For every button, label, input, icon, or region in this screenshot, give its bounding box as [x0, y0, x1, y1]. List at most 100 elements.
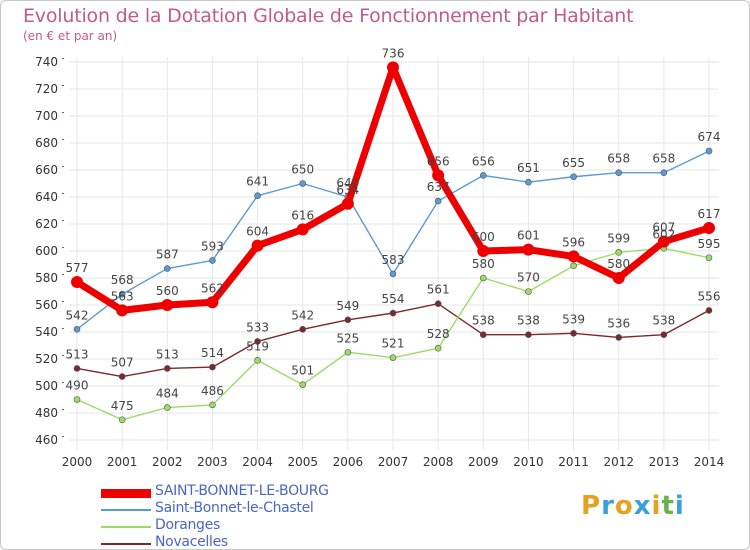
data-label: 525 — [336, 331, 359, 345]
grid-lines — [69, 57, 719, 450]
proxiti-logo: Proxiti — [581, 491, 685, 521]
data-point — [657, 235, 670, 248]
y-tick-label: 680 — [35, 136, 58, 150]
data-label: 607 — [652, 221, 675, 235]
data-point — [387, 61, 399, 74]
data-point — [296, 223, 309, 236]
x-tick-label: 2001 — [107, 455, 138, 469]
data-label: 490 — [66, 379, 89, 393]
data-label: 554 — [382, 292, 405, 306]
data-point — [615, 249, 623, 256]
data-label: 593 — [201, 239, 224, 253]
plot-area — [63, 53, 728, 471]
data-label: 519 — [246, 339, 269, 353]
data-point — [389, 270, 397, 278]
data-label: 634 — [336, 183, 359, 197]
data-label: 596 — [562, 235, 585, 249]
data-point — [254, 357, 261, 364]
data-label: 563 — [111, 289, 134, 303]
data-point — [163, 365, 171, 372]
logo-letter: P — [581, 491, 602, 521]
y-tick-label: 480 — [35, 406, 58, 420]
data-point — [570, 173, 577, 181]
data-label: 570 — [517, 271, 540, 285]
data-label: 560 — [156, 284, 179, 298]
x-tick-label: 2010 — [513, 455, 544, 469]
legend-swatch — [101, 526, 151, 528]
data-point — [525, 288, 532, 295]
data-label: 601 — [517, 229, 540, 243]
data-point — [525, 331, 532, 339]
data-point — [209, 363, 216, 371]
data-label: 674 — [698, 130, 721, 144]
data-label: 583 — [382, 253, 405, 267]
data-label: 656 — [472, 154, 495, 168]
data-point — [567, 250, 580, 263]
data-point — [479, 274, 487, 282]
y-axis-ticks: 460 480 500 520 540 560 580 600 620 640 660 680 700 7… — [35, 55, 64, 447]
data-point — [660, 331, 668, 339]
data-point — [570, 262, 577, 270]
data-label: 655 — [562, 156, 585, 170]
y-tick-label: 520 — [35, 352, 58, 366]
data-label: 650 — [291, 163, 314, 177]
y-tick-label: 660 — [35, 163, 58, 177]
y-tick-label: 740 — [35, 55, 58, 69]
y-tick-label: 560 — [35, 298, 58, 312]
data-point — [73, 396, 81, 403]
line-chart: 460 480 500 520 540 560 580 600 620 640 660 680 700 7… — [35, 46, 728, 471]
data-label: 656 — [427, 154, 450, 168]
data-point — [161, 299, 174, 311]
data-point — [705, 254, 713, 262]
data-label: 561 — [427, 283, 450, 297]
data-point — [163, 265, 171, 272]
logo-letter: t — [661, 491, 675, 521]
data-point — [251, 239, 264, 252]
legend-label: Saint-Bonnet-le-Chastel — [155, 500, 314, 516]
data-label: 568 — [111, 273, 134, 287]
data-label: 604 — [246, 225, 269, 239]
data-label: 658 — [607, 152, 630, 166]
data-label: 556 — [698, 289, 721, 303]
data-point — [209, 401, 216, 409]
data-label: 580 — [472, 257, 495, 271]
y-tick-label: 460 — [35, 433, 58, 447]
data-point — [209, 257, 216, 264]
data-point — [660, 169, 668, 176]
chart-title: Evolution de la Dotation Globale de Fonc… — [23, 5, 634, 27]
data-label: 580 — [607, 257, 630, 271]
data-point — [341, 197, 354, 210]
data-label: 542 — [66, 308, 89, 322]
data-label: 538 — [517, 314, 540, 328]
data-label: 617 — [698, 207, 721, 221]
x-tick-label: 2006 — [333, 455, 364, 469]
data-point — [118, 373, 126, 380]
x-tick-label: 2000 — [62, 455, 93, 469]
data-point — [299, 381, 307, 388]
data-point — [615, 169, 623, 176]
x-tick-label: 2013 — [649, 455, 680, 469]
data-label: 736 — [382, 46, 405, 60]
data-label: 616 — [291, 208, 314, 222]
data-label: 513 — [66, 347, 89, 361]
data-label: 587 — [156, 248, 179, 262]
data-point — [254, 338, 261, 345]
chart-subtitle: (en € et par an) — [23, 29, 118, 43]
legend-swatch — [101, 509, 151, 511]
x-tick-label: 2014 — [694, 455, 725, 469]
data-label: 528 — [427, 327, 450, 341]
data-point — [703, 222, 715, 235]
data-point — [299, 325, 307, 333]
legend-label: Novacelles — [155, 534, 228, 550]
data-point — [612, 272, 625, 284]
data-label: 600 — [472, 230, 495, 244]
data-point — [254, 192, 261, 199]
logo-letter: r — [601, 491, 615, 521]
data-label: 538 — [472, 314, 495, 328]
data-labels: 513 507 513 514 533 542 549 554 561 538 538 539 536 5… — [66, 46, 721, 412]
legend-swatch — [101, 489, 151, 498]
data-label: 501 — [291, 364, 314, 378]
x-axis-ticks: 2000 2001 2002 2003 2004 2005 2006 2007 2008 2009… — [62, 455, 725, 469]
y-tick-label: 640 — [35, 190, 58, 204]
